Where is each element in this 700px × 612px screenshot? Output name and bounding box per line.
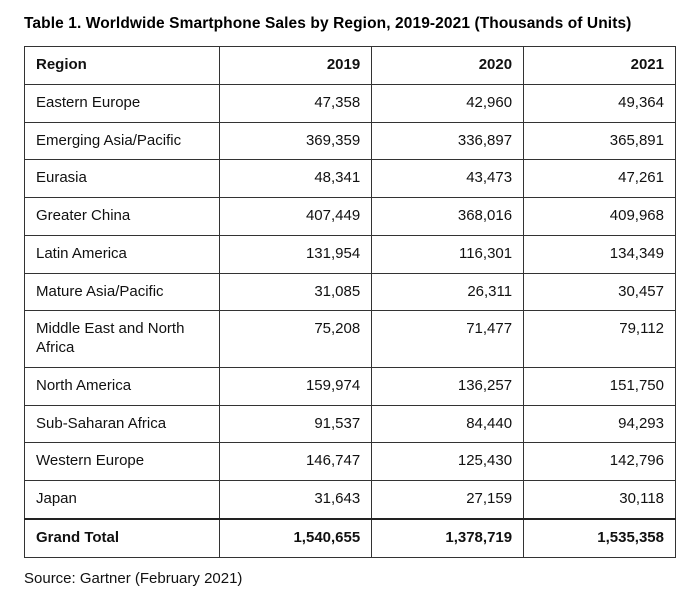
grand-total-row: Grand Total 1,540,655 1,378,719 1,535,35… [23,517,676,558]
value-cell-2019: 131,954 [219,234,373,274]
region-cell: Sub-Saharan Africa [23,404,221,444]
value-cell-2019: 48,341 [219,159,373,198]
column-header-region: Region [23,46,221,85]
grand-total-2021: 1,535,358 [523,517,676,558]
value-cell-2021: 79,112 [523,310,676,368]
region-cell: Emerging Asia/Pacific [23,121,221,161]
value-cell-2019: 75,208 [219,310,373,368]
value-cell-2019: 407,449 [219,197,373,236]
table-row: Mature Asia/Pacific 31,085 26,311 30,457 [23,272,676,312]
table-row: Western Europe 146,747 125,430 142,796 [23,442,676,481]
region-cell: Greater China [23,197,221,236]
region-cell: Japan [23,479,221,520]
header-row: Region 2019 2020 2021 [23,46,676,85]
column-header-2019: 2019 [219,46,373,85]
value-cell-2020: 26,311 [371,272,525,312]
value-cell-2019: 91,537 [219,404,373,444]
value-cell-2021: 47,261 [523,159,676,198]
value-cell-2021: 365,891 [523,121,676,161]
column-header-2020: 2020 [371,46,525,85]
region-cell: Mature Asia/Pacific [23,272,221,312]
value-cell-2019: 31,085 [219,272,373,312]
value-cell-2021: 409,968 [523,197,676,236]
value-cell-2020: 27,159 [371,479,525,520]
value-cell-2019: 31,643 [219,479,373,520]
region-cell: Latin America [23,234,221,274]
smartphone-sales-table: Region 2019 2020 2021 Eastern Europe 47,… [23,46,676,558]
value-cell-2021: 49,364 [523,83,676,123]
value-cell-2020: 116,301 [371,234,525,274]
value-cell-2021: 134,349 [523,234,676,274]
grand-total-label: Grand Total [23,517,221,558]
table-row: Eastern Europe 47,358 42,960 49,364 [23,83,676,123]
region-cell: Middle East and North Africa [23,310,221,368]
table-row: Sub-Saharan Africa 91,537 84,440 94,293 [23,404,676,444]
region-cell: Eurasia [23,159,221,198]
value-cell-2020: 43,473 [371,159,525,198]
value-cell-2021: 30,457 [523,272,676,312]
region-cell: North America [23,366,221,406]
region-cell: Western Europe [23,442,221,481]
value-cell-2020: 71,477 [371,310,525,368]
source-note: Source: Gartner (February 2021) [24,569,243,587]
table-row: Emerging Asia/Pacific 369,359 336,897 36… [23,121,676,161]
value-cell-2021: 94,293 [523,404,676,444]
value-cell-2019: 146,747 [219,442,373,481]
column-header-2021: 2021 [523,46,676,85]
table-row: Middle East and North Africa 75,208 71,4… [23,310,676,368]
value-cell-2020: 136,257 [371,366,525,406]
table-row: Latin America 131,954 116,301 134,349 [23,234,676,274]
table-row: Japan 31,643 27,159 30,118 [23,479,676,520]
value-cell-2019: 369,359 [219,121,373,161]
table-row: Eurasia 48,341 43,473 47,261 [23,159,676,198]
value-cell-2021: 151,750 [523,366,676,406]
value-cell-2021: 142,796 [523,442,676,481]
table-row: North America 159,974 136,257 151,750 [23,366,676,406]
table-title: Table 1. Worldwide Smartphone Sales by R… [24,15,632,32]
value-cell-2021: 30,118 [523,479,676,520]
value-cell-2020: 84,440 [371,404,525,444]
grand-total-2020: 1,378,719 [371,517,525,558]
value-cell-2019: 47,358 [219,83,373,123]
value-cell-2020: 368,016 [371,197,525,236]
value-cell-2020: 42,960 [371,83,525,123]
region-cell: Eastern Europe [23,83,221,123]
value-cell-2020: 125,430 [371,442,525,481]
grand-total-2019: 1,540,655 [219,517,373,558]
value-cell-2020: 336,897 [371,121,525,161]
value-cell-2019: 159,974 [219,366,373,406]
table-row: Greater China 407,449 368,016 409,968 [23,197,676,236]
